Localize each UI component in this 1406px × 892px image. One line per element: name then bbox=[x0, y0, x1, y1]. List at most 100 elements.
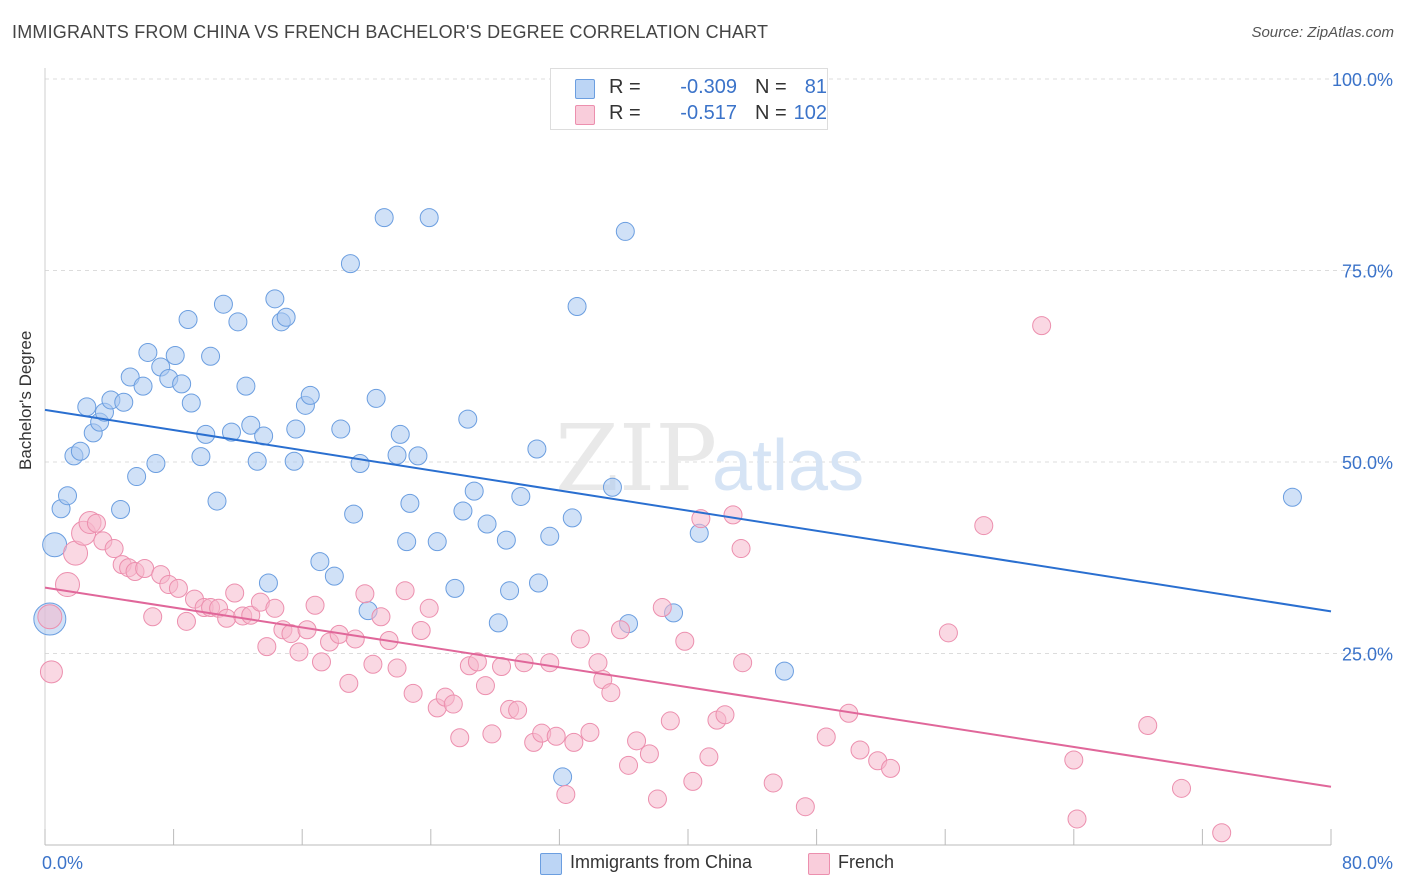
french-point bbox=[699, 747, 719, 767]
china-point bbox=[258, 573, 278, 593]
french-point bbox=[305, 595, 325, 615]
french-point bbox=[411, 621, 431, 641]
french-point bbox=[135, 558, 155, 578]
french-point bbox=[652, 598, 672, 618]
source-label: Source: ZipAtlas.com bbox=[1251, 24, 1394, 41]
x-tick-label: 0.0% bbox=[42, 853, 83, 873]
china-point bbox=[324, 566, 344, 586]
china-point bbox=[602, 477, 622, 497]
french-point bbox=[850, 740, 870, 760]
watermark-atlas: atlas bbox=[712, 426, 864, 506]
china-point bbox=[387, 445, 407, 465]
y-tick-label: 25.0% bbox=[1342, 645, 1393, 665]
french-point bbox=[345, 629, 365, 649]
n-value: 102 bbox=[793, 102, 827, 124]
china-point bbox=[419, 208, 439, 228]
french-point bbox=[86, 513, 106, 533]
watermark-zip: ZIP bbox=[555, 405, 717, 512]
french-point bbox=[387, 658, 407, 678]
china-point bbox=[111, 499, 131, 519]
china-point bbox=[488, 613, 508, 633]
n-label: N = bbox=[755, 102, 787, 124]
french-point bbox=[265, 598, 285, 618]
french-point bbox=[546, 726, 566, 746]
french-point bbox=[1067, 809, 1087, 829]
french-point bbox=[639, 744, 659, 764]
french-point bbox=[881, 758, 901, 778]
french-point bbox=[816, 727, 836, 747]
french-point bbox=[601, 683, 621, 703]
n-value: 81 bbox=[804, 76, 827, 98]
china-point bbox=[427, 532, 447, 552]
legend-swatch-china bbox=[575, 79, 595, 99]
china-point bbox=[178, 310, 198, 330]
china-point bbox=[331, 419, 351, 439]
china-point bbox=[445, 578, 465, 598]
china-point bbox=[138, 342, 158, 362]
french-point bbox=[683, 771, 703, 791]
tick-labels: 25.0% 50.0% 75.0% 100.0% 0.0% 80.0% bbox=[42, 70, 1393, 873]
china-point bbox=[1282, 487, 1302, 507]
y-axis-label: Bachelor's Degree bbox=[16, 330, 35, 470]
french-point bbox=[225, 583, 245, 603]
china-point bbox=[500, 581, 520, 601]
china-point bbox=[511, 486, 531, 506]
axes bbox=[44, 68, 1332, 846]
y-tick-label: 75.0% bbox=[1342, 262, 1393, 282]
french-point bbox=[482, 724, 502, 744]
china-point bbox=[300, 385, 320, 405]
french-point bbox=[168, 578, 188, 598]
china-point bbox=[77, 397, 97, 417]
french-point bbox=[1212, 823, 1232, 843]
china-point bbox=[213, 294, 233, 314]
chart-title: IMMIGRANTS FROM CHINA VS FRENCH BACHELOR… bbox=[12, 22, 769, 42]
china-point bbox=[241, 415, 261, 435]
french-point bbox=[143, 607, 163, 627]
french-point bbox=[564, 732, 584, 752]
china-point bbox=[146, 454, 166, 474]
french-point bbox=[104, 539, 124, 559]
china-point bbox=[529, 573, 549, 593]
china-point bbox=[207, 491, 227, 511]
china-point bbox=[400, 493, 420, 513]
french-point bbox=[403, 683, 423, 703]
french-point bbox=[450, 728, 470, 748]
french-point bbox=[660, 711, 680, 731]
china-point bbox=[366, 388, 386, 408]
china-point bbox=[615, 221, 635, 241]
china-point bbox=[172, 374, 192, 394]
n-label: N = bbox=[755, 76, 787, 98]
china-point bbox=[774, 661, 794, 681]
french-point bbox=[540, 653, 560, 673]
legend-label-french: French bbox=[838, 852, 895, 872]
french-point bbox=[647, 789, 667, 809]
french-point bbox=[627, 731, 647, 751]
china-point bbox=[540, 526, 560, 546]
r-value: -0.309 bbox=[680, 76, 737, 98]
french-point bbox=[556, 784, 576, 804]
china-point bbox=[127, 467, 147, 487]
french-point bbox=[176, 611, 196, 631]
china-point bbox=[527, 439, 547, 459]
china-point bbox=[477, 514, 497, 534]
china-point bbox=[181, 393, 201, 413]
china-point bbox=[120, 367, 140, 387]
french-point bbox=[339, 673, 359, 693]
french-point bbox=[570, 629, 590, 649]
china-point bbox=[286, 419, 306, 439]
french-point bbox=[467, 652, 487, 672]
trend-line-french bbox=[44, 586, 1332, 788]
china-point bbox=[70, 441, 90, 461]
french-point bbox=[1138, 716, 1158, 736]
r-label: R = bbox=[609, 76, 641, 98]
china-point bbox=[228, 312, 248, 332]
china-point bbox=[350, 454, 370, 474]
china-point bbox=[374, 208, 394, 228]
legend-swatch-french bbox=[808, 853, 830, 875]
french-point bbox=[217, 608, 237, 628]
y-tick-label: 100.0% bbox=[1332, 70, 1393, 90]
china-point bbox=[390, 424, 410, 444]
y-tick-label: 50.0% bbox=[1342, 453, 1393, 473]
china-point bbox=[114, 392, 134, 412]
